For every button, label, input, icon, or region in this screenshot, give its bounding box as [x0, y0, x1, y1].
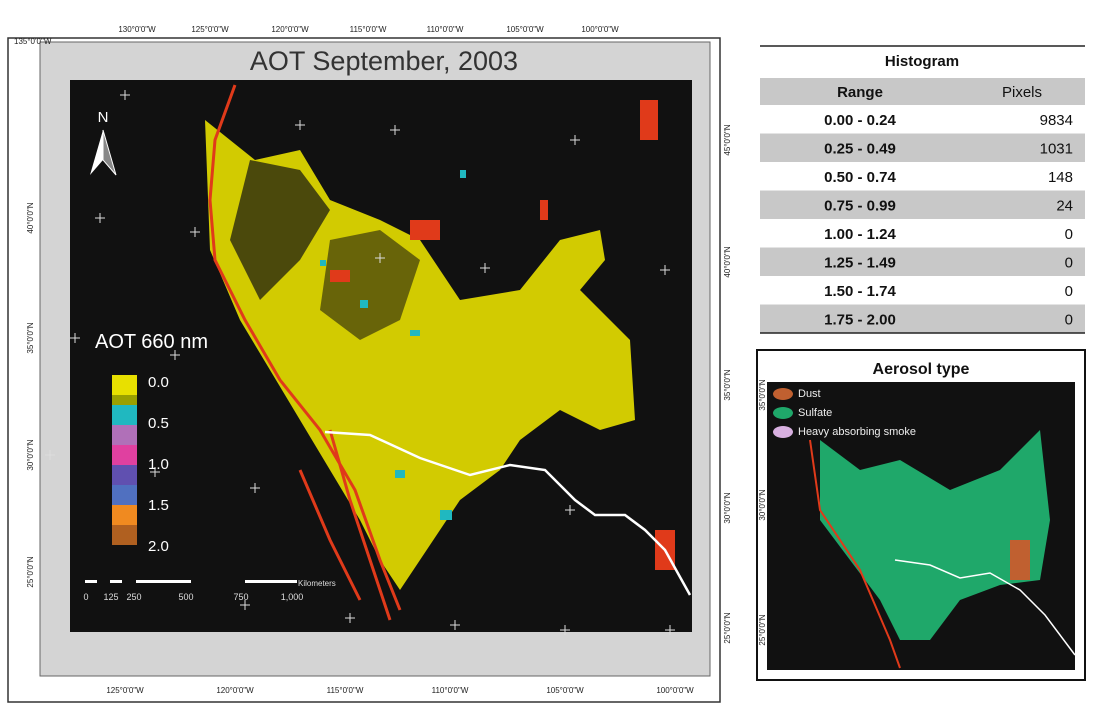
left-axis-label: 25°0'0"N — [26, 556, 35, 587]
top-axis-label: 115°0'0"W — [350, 25, 387, 34]
inset-axis-label: 25°0'0"N — [758, 614, 767, 645]
left-axis-label: 40°0'0"N — [26, 202, 35, 233]
legend-title: AOT 660 nm — [95, 331, 208, 353]
scale-segment — [110, 580, 122, 583]
top-axis-label: 105°0'0"W — [506, 25, 544, 34]
page: AOT September, 2003 135°0'0"W N AOT 660 … — [0, 0, 1094, 707]
swatch — [112, 375, 137, 395]
pixels-cell: 0 — [1065, 255, 1073, 272]
header-cell: Pixels — [1002, 84, 1042, 101]
top-axis-label: 120°0'0"W — [271, 25, 309, 34]
bottom-axis-label: 100°0'0"W — [656, 686, 694, 695]
scale-segment — [136, 580, 191, 583]
aerosol-title: Aerosol type — [873, 361, 970, 378]
range-cell: 1.25 - 1.49 — [824, 255, 896, 272]
inset-axis-label: 30°0'0"N — [758, 489, 767, 520]
range-cell: 1.50 - 1.74 — [824, 283, 896, 300]
right-axis-label: 30°0'0"N — [723, 492, 732, 523]
scale-label: 125 — [103, 592, 118, 602]
bottom-axis-label: 105°0'0"W — [546, 686, 584, 695]
pixels-cell: 9834 — [1040, 112, 1073, 129]
legend-label: Sulfate — [798, 407, 832, 419]
row-band — [760, 191, 1085, 220]
aot-legend — [112, 375, 137, 545]
scale-label: 1,000 — [281, 592, 304, 602]
bottom-axis-label: 120°0'0"W — [216, 686, 254, 695]
inset-axis-label: 35°0'0"N — [758, 379, 767, 410]
scale-unit: Kilometers — [298, 579, 336, 588]
right-axis-label: 45°0'0"N — [723, 124, 732, 155]
scale-label: 0 — [83, 592, 88, 602]
pixels-cell: 1031 — [1040, 141, 1073, 158]
top-axis-label: 110°0'0"W — [427, 25, 464, 34]
range-cell: 1.75 - 2.00 — [824, 312, 896, 329]
swatch — [112, 395, 137, 405]
swatch — [112, 405, 137, 425]
left-axis-label: 35°0'0"N — [26, 322, 35, 353]
legend-label: 0.5 — [148, 415, 169, 432]
range-cell: 0.75 - 0.99 — [824, 198, 896, 215]
bottom-axis-label: 125°0'0"W — [106, 686, 144, 695]
swatch — [112, 505, 137, 525]
top-axis-label: 125°0'0"W — [191, 25, 229, 34]
range-cell: 0.50 - 0.74 — [824, 169, 896, 186]
swatch — [112, 425, 137, 445]
right-axis-label: 40°0'0"N — [723, 246, 732, 277]
top-axis-label: 130°0'0"W — [118, 25, 156, 34]
dust-swatch — [773, 388, 793, 400]
top-axis-label: 100°0'0"W — [581, 25, 619, 34]
histogram-title: Histogram — [885, 53, 959, 70]
range-cell: 1.00 - 1.24 — [824, 226, 896, 243]
scale-segment — [245, 580, 297, 583]
dust-area — [1010, 540, 1030, 580]
bottom-axis-label: 110°0'0"W — [432, 686, 469, 695]
range-cell: 0.00 - 0.24 — [824, 112, 896, 129]
range-cell: 0.25 - 0.49 — [824, 141, 896, 158]
right-axis-label: 35°0'0"N — [723, 369, 732, 400]
corner-label: 135°0'0"W — [14, 37, 52, 46]
swatch — [112, 525, 137, 545]
histogram-rows: 0.00 - 0.24 9834 0.25 - 0.49 1031 0.50 - 0.7… — [760, 112, 1085, 333]
pixels-cell: 0 — [1065, 283, 1073, 300]
pixels-cell: 148 — [1048, 169, 1073, 186]
legend-label: 1.0 — [148, 456, 169, 473]
swatch — [112, 465, 137, 485]
pixels-cell: 0 — [1065, 312, 1073, 329]
scale-segment — [85, 580, 97, 583]
right-axis-label: 25°0'0"N — [723, 612, 732, 643]
map-title: AOT September, 2003 — [250, 46, 518, 76]
row-band — [760, 305, 1085, 334]
legend-label: 2.0 — [148, 538, 169, 555]
pixels-cell: 0 — [1065, 226, 1073, 243]
north-label: N — [98, 109, 109, 126]
smoke-swatch — [773, 426, 793, 438]
left-axis-label: 30°0'0"N — [26, 439, 35, 470]
legend-label: 0.0 — [148, 374, 169, 391]
scale-label: 250 — [126, 592, 141, 602]
legend-label: 1.5 — [148, 497, 169, 514]
sulfate-swatch — [773, 407, 793, 419]
scale-label: 500 — [178, 592, 193, 602]
scale-label: 750 — [233, 592, 248, 602]
legend-label: Heavy absorbing smoke — [798, 426, 916, 438]
swatch — [112, 445, 137, 465]
pixels-cell: 24 — [1056, 198, 1073, 215]
row-band — [760, 134, 1085, 163]
legend-label: Dust — [798, 388, 821, 400]
swatch — [112, 485, 137, 505]
header-cell: Range — [837, 84, 883, 101]
bottom-axis-label: 115°0'0"W — [327, 686, 364, 695]
row-band — [760, 248, 1085, 277]
